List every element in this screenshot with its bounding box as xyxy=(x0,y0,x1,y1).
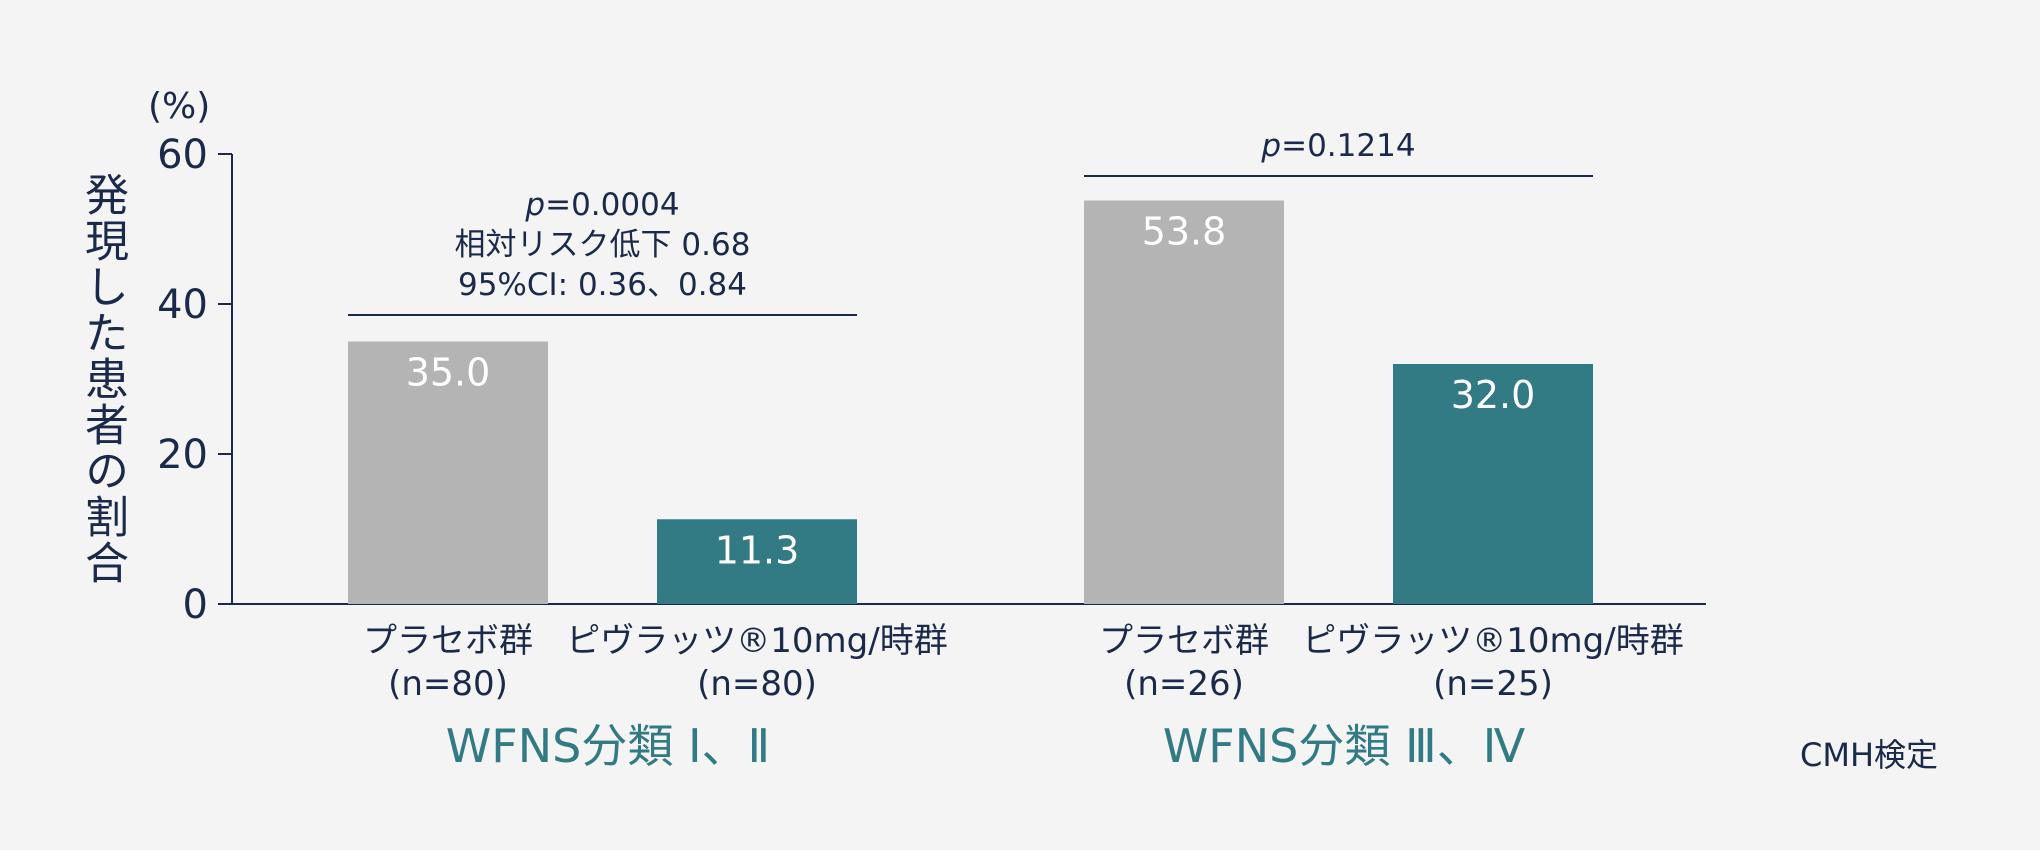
bar-value-label: 53.8 xyxy=(1142,210,1227,254)
category-label: プラセボ群 xyxy=(363,621,533,661)
category-n-label: (n=80) xyxy=(388,664,508,704)
category-label: ピヴラッツ®10mg/時群 xyxy=(566,621,947,661)
category-n-label: (n=26) xyxy=(1124,664,1244,704)
category-n-label: (n=25) xyxy=(1433,664,1553,704)
group-label: WFNS分類 Ⅰ、Ⅱ xyxy=(446,719,770,773)
bar-value-label: 11.3 xyxy=(715,528,800,572)
y-axis-label: 発現した患者の割合 xyxy=(77,172,128,586)
category-label: プラセボ群 xyxy=(1099,621,1269,661)
category-label: ピヴラッツ®10mg/時群 xyxy=(1302,621,1683,661)
group-label: WFNS分類 Ⅲ、Ⅳ xyxy=(1163,719,1526,773)
y-tick-label: 40 xyxy=(157,282,208,328)
bar-placebo xyxy=(348,341,548,604)
bar-drug xyxy=(1393,364,1593,604)
bar-placebo xyxy=(1084,200,1284,604)
y-tick-label: 60 xyxy=(157,132,208,178)
bar-value-label: 32.0 xyxy=(1451,373,1536,417)
y-tick-label: 20 xyxy=(157,432,208,478)
y-tick-label: 0 xyxy=(183,582,208,628)
bar-value-label: 35.0 xyxy=(406,351,491,395)
annotation-line: 相対リスク低下 0.68 xyxy=(455,227,751,263)
bar-drug xyxy=(657,519,857,604)
test-method-footnote: CMH検定 xyxy=(1800,736,1938,774)
annotation-line: p=0.1214 xyxy=(1260,128,1415,164)
y-axis-unit: (%) xyxy=(148,86,210,127)
category-n-label: (n=80) xyxy=(697,664,817,704)
annotation-line: 95%CI: 0.36、0.84 xyxy=(458,267,747,303)
annotation-line: p=0.0004 xyxy=(524,187,679,223)
